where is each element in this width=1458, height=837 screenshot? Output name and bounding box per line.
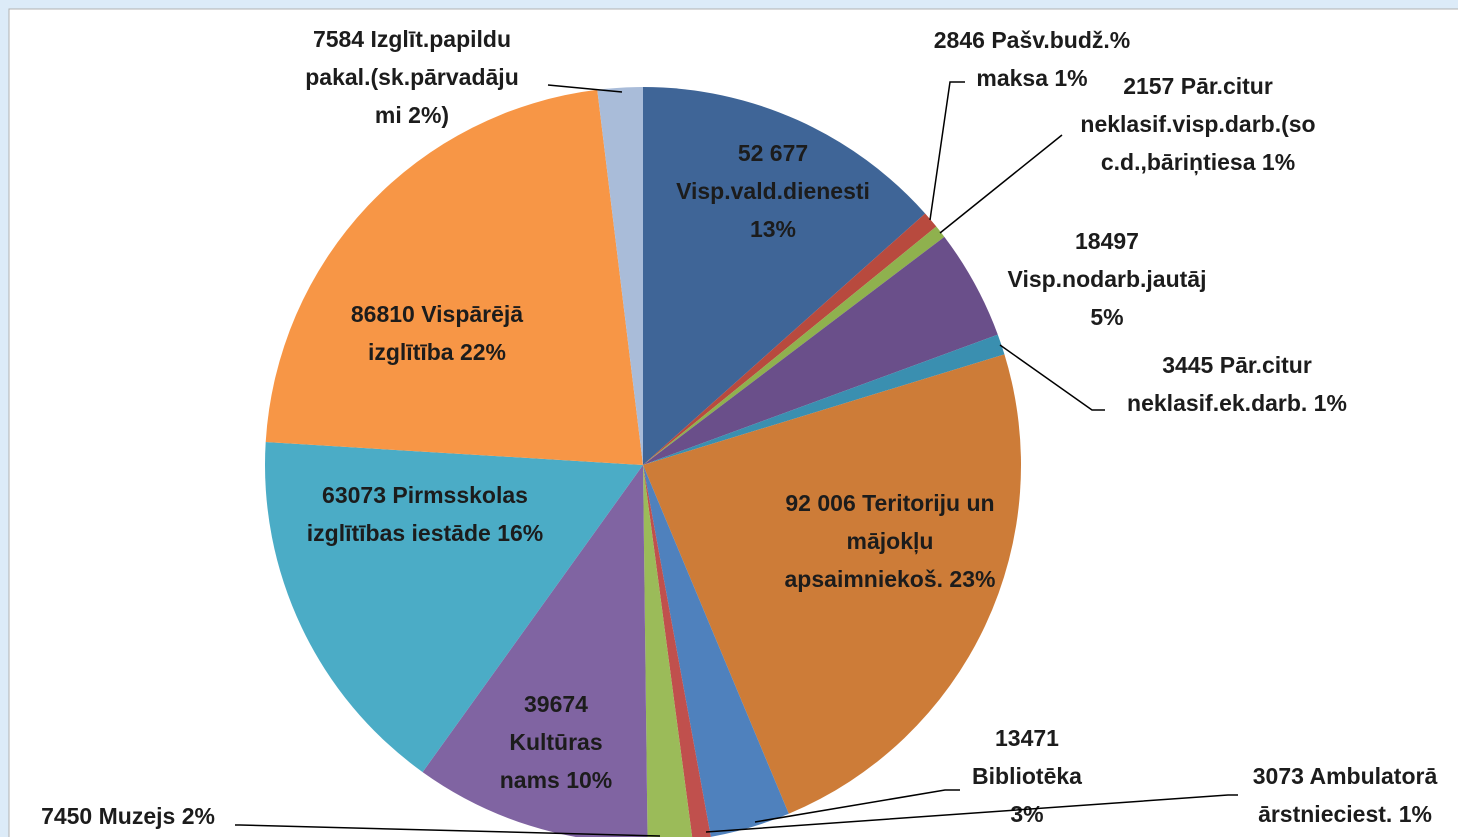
data-label: 63073 Pirmsskolas [322, 482, 528, 508]
data-label: pakal.(sk.pārvadāju [305, 64, 519, 90]
data-label: 2846 Pašv.budž.% [934, 27, 1130, 53]
data-label: Visp.nodarb.jautāj [1008, 266, 1207, 292]
pie-slice [643, 334, 1005, 465]
data-label: 92 006 Teritoriju un [785, 490, 994, 516]
pie-slice [422, 465, 648, 837]
leader-line [705, 794, 1238, 833]
pie-slice [643, 465, 693, 837]
data-label: 3% [1010, 801, 1043, 827]
data-label: 7450 Muzejs 2% [41, 803, 215, 829]
pie-slice [643, 236, 998, 465]
pie-slice [265, 89, 643, 465]
data-label: 39674 [524, 691, 588, 717]
data-label: Bibliotēka [972, 763, 1082, 789]
leader-line [547, 84, 623, 93]
pie-slice [643, 465, 711, 837]
pie-slice [597, 87, 643, 465]
data-label: maksa 1% [976, 65, 1087, 91]
data-label: c.d.,bāriņtiesa 1% [1101, 149, 1295, 175]
leader-line [235, 824, 661, 837]
data-label: apsaimniekoš. 23% [785, 566, 996, 592]
data-label: 86810 Vispārējā [351, 301, 523, 327]
leader-line [939, 134, 1063, 234]
pie-slice [643, 213, 937, 465]
data-label: Kultūras [509, 729, 602, 755]
data-label: 3445 Pār.citur [1162, 352, 1312, 378]
data-label: izglītība 22% [368, 339, 506, 365]
data-label: 5% [1090, 304, 1123, 330]
leader-line [999, 344, 1105, 411]
data-label: ārstnieciest. 1% [1258, 801, 1432, 827]
leader-line [929, 81, 965, 221]
pie-slice [265, 442, 643, 773]
pie-slice [643, 87, 926, 465]
pie-slice [643, 226, 945, 465]
data-label: nams 10% [500, 767, 613, 793]
data-label: 13% [750, 216, 796, 242]
pie-slice [643, 465, 789, 837]
data-label: 3073 Ambulatorā [1253, 763, 1438, 789]
data-label: 13471 [995, 725, 1059, 751]
data-label: izglītības iestāde 16% [307, 520, 543, 546]
data-label: neklasif.visp.darb.(so [1080, 111, 1315, 137]
data-label: neklasif.ek.darb. 1% [1127, 390, 1347, 416]
data-label: 7584 Izglīt.papildu [313, 26, 511, 52]
data-label: 52 677 [738, 140, 808, 166]
data-label: 2157 Pār.citur [1123, 73, 1273, 99]
data-label: mājokļu [847, 528, 934, 554]
data-label: mi 2%) [375, 102, 449, 128]
data-label: Visp.vald.dienesti [676, 178, 870, 204]
data-label: 18497 [1075, 228, 1139, 254]
pie-slice [643, 354, 1021, 814]
leader-line [754, 789, 960, 823]
